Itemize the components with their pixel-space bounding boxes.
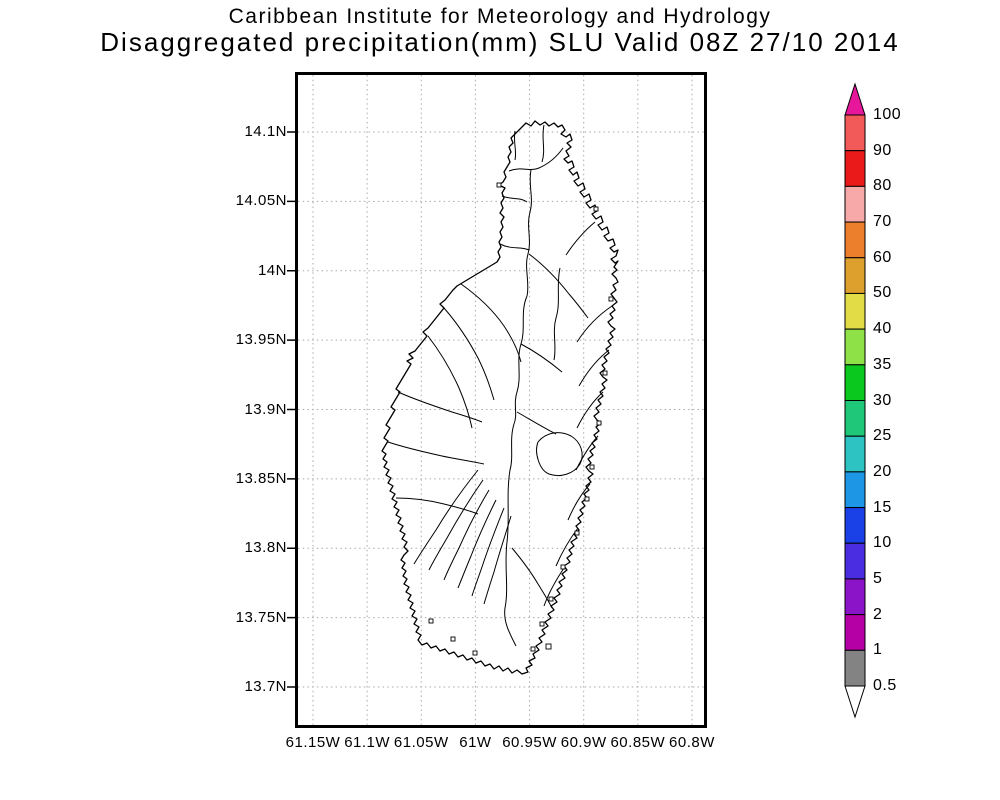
colorbar-label: 1: [873, 641, 883, 659]
colorbar-label: 20: [873, 462, 892, 480]
colorbar-label: 40: [873, 320, 892, 338]
colorbar-label: 30: [873, 391, 892, 409]
offshore-islet: [545, 643, 552, 650]
colorbar-segment: [844, 507, 866, 544]
lon-label: 61.05W: [393, 734, 449, 751]
colorbar-segment: [844, 150, 866, 187]
lat-label: 14.1N: [244, 123, 287, 140]
lat-label: 14N: [257, 261, 287, 279]
colorbar-label: 25: [873, 427, 892, 445]
lon-label: 61.15W: [285, 734, 341, 751]
colorbar-label: 10: [873, 534, 892, 552]
colorbar-segment: [844, 542, 866, 580]
colorbar-segment: [844, 292, 866, 330]
lon-label: 61W: [459, 734, 492, 751]
colorbar-segment: [844, 578, 866, 616]
colorbar-bottom-arrow: [844, 685, 866, 719]
lon-label: 60.85W: [610, 734, 666, 751]
lat-label: 14.05N: [235, 192, 287, 210]
colorbar-label: 100: [873, 106, 902, 123]
lat-label: 13.8N: [244, 539, 287, 557]
lon-label: 60.8W: [669, 734, 715, 751]
colorbar-segment: [844, 328, 866, 366]
colorbar-segment: [844, 649, 866, 687]
lat-label: 13.85N: [235, 469, 287, 487]
watershed-boundaries: [387, 124, 613, 647]
colorbar-segment: [844, 257, 866, 294]
saint-lucia-map-layer: [381, 120, 619, 675]
colorbar-top-arrow: [844, 82, 866, 116]
colorbar-label: 70: [873, 213, 892, 231]
colorbar-label: 80: [873, 177, 892, 195]
lat-label: 13.7N: [244, 678, 287, 695]
map-frame: [295, 72, 707, 728]
lon-label: 61.1W: [344, 734, 391, 751]
colorbar-segment: [844, 435, 866, 473]
colorbar-segment: [844, 400, 866, 437]
colorbar-segment: [844, 114, 866, 152]
colorbar-label: 60: [873, 248, 892, 266]
colorbar-label: 50: [873, 284, 892, 302]
island-coastline: [381, 120, 619, 675]
colorbar-segment: [844, 185, 866, 223]
lon-label: 60.9W: [560, 734, 607, 751]
colorbar-label: 35: [873, 355, 892, 373]
colorbar-label: 0.5: [873, 677, 897, 694]
lat-label: 13.95N: [235, 331, 287, 349]
colorbar-label: 90: [873, 141, 892, 159]
coastal-islets: [428, 182, 614, 656]
colorbar-segment: [844, 221, 866, 259]
colorbar-segment: [844, 364, 866, 401]
colorbar-segment: [844, 614, 866, 651]
lat-label: 13.9N: [244, 400, 287, 418]
colorbar-label: 2: [873, 605, 883, 623]
lat-label: 13.75N: [235, 608, 287, 626]
colorbar-label: 5: [873, 569, 883, 587]
lon-label: 60.95W: [502, 734, 557, 751]
colorbar-label: 15: [873, 498, 892, 516]
colorbar-segment: [844, 471, 866, 509]
page-title-line1: Caribbean Institute for Meteorology and …: [228, 5, 772, 28]
page-title-line2: Disaggregated precipitation(mm) SLU Vali…: [100, 27, 900, 57]
